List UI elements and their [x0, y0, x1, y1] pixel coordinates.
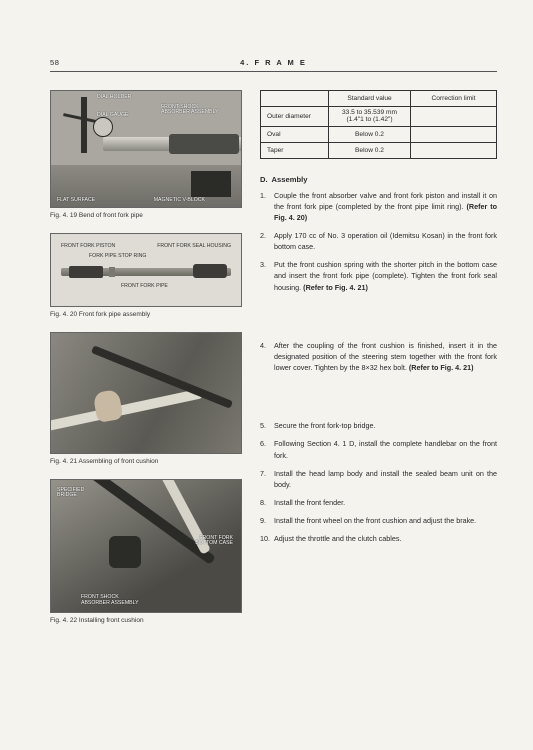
row-oval-corr — [411, 126, 497, 142]
figure-4-20: FRONT FORK PISTON FRONT FORK SEAL HOUSIN… — [50, 233, 242, 307]
figure-4-22: SPECIFIED BRIDGE FRONT FORK BOTTOM CASE … — [50, 479, 242, 613]
row-oval-std: Below 0.2 — [329, 126, 411, 142]
section-letter: D. — [260, 175, 268, 184]
section-title: Assembly — [272, 175, 308, 184]
section-heading: D. Assembly — [260, 175, 497, 184]
steps-group-b: 4.After the coupling of the front cushio… — [260, 340, 497, 373]
label-dial-holder: DIAL HOLDER — [97, 95, 131, 100]
figure-4-20-caption: Fig. 4. 20 Front fork pipe assembly — [50, 311, 242, 318]
figure-4-21 — [50, 332, 242, 454]
th-standard: Standard value — [329, 91, 411, 107]
page: 58 4. F R A M E DIAL HOLDER DIAL GAUGE F… — [0, 0, 533, 658]
row-outer-label: Outer diameter — [261, 107, 329, 127]
figure-4-22-caption: Fig. 4. 22 Installing front cushion — [50, 617, 242, 624]
steps-group-a: 1.Couple the front absorber valve and fr… — [260, 190, 497, 293]
left-column: DIAL HOLDER DIAL GAUGE FRONT SHOCK ABSOR… — [50, 90, 242, 638]
th-correction: Correction limit — [411, 91, 497, 107]
label-piston: FRONT FORK PISTON — [61, 244, 115, 249]
row-taper-corr — [411, 142, 497, 158]
content-columns: DIAL HOLDER DIAL GAUGE FRONT SHOCK ABSOR… — [50, 90, 497, 638]
chapter-title: 4. F R A M E — [110, 58, 437, 67]
label-stop: FORK PIPE STOP RING — [89, 254, 146, 259]
label-absorber: FRONT SHOCK ABSORBER ASSEMBLY — [161, 105, 219, 116]
page-header: 58 4. F R A M E — [50, 58, 497, 72]
row-oval-label: Oval — [261, 126, 329, 142]
right-column: Standard value Correction limit Outer di… — [260, 90, 497, 638]
figure-4-19-caption: Fig. 4. 19 Bend of front fork pipe — [50, 212, 242, 219]
row-outer-std: 33.5 to 35.539 mm (1.4"1 to (1.42") — [329, 107, 411, 127]
steps-group-c: 5.Secure the front fork-top bridge. 6.Fo… — [260, 420, 497, 544]
figure-4-21-caption: Fig. 4. 21 Assembling of front cushion — [50, 458, 242, 465]
row-taper-label: Taper — [261, 142, 329, 158]
label-pipe: FRONT FORK PIPE — [121, 284, 168, 289]
row-outer-corr — [411, 107, 497, 127]
figure-4-19: DIAL HOLDER DIAL GAUGE FRONT SHOCK ABSOR… — [50, 90, 242, 208]
row-taper-std: Below 0.2 — [329, 142, 411, 158]
spec-table: Standard value Correction limit Outer di… — [260, 90, 497, 159]
page-number: 58 — [50, 58, 110, 67]
label-housing: FRONT FORK SEAL HOUSING — [157, 244, 231, 249]
